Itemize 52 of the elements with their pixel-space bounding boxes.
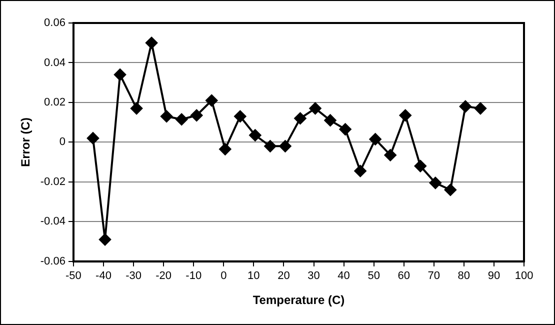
x-tick-label: 50 (368, 270, 380, 282)
y-tick-label: 0.06 (44, 17, 66, 30)
x-tick-label: 60 (398, 270, 410, 282)
y-tick-label: -0.04 (40, 216, 66, 228)
point (219, 143, 232, 156)
y-axis-title: Error (C) (18, 118, 33, 167)
point (114, 68, 126, 81)
point (354, 165, 366, 178)
point (474, 102, 486, 114)
x-tick-label: -40 (96, 270, 112, 282)
x-tick-label: 30 (308, 270, 320, 282)
point (324, 114, 336, 126)
point (146, 36, 158, 49)
x-tick-label: 80 (458, 270, 470, 282)
x-axis-title: Temperature (C) (252, 293, 345, 308)
y-tick-label: 0 (59, 136, 66, 148)
point (309, 102, 322, 114)
x-tick-label: -30 (126, 270, 142, 282)
point (369, 133, 382, 146)
point (429, 176, 442, 189)
x-tick-label: 100 (514, 270, 534, 282)
point (99, 234, 112, 246)
point (86, 132, 99, 144)
x-tick-label: 0 (220, 270, 227, 282)
point (190, 109, 203, 122)
point (176, 113, 188, 126)
point (264, 140, 276, 152)
y-tick-label: 0.04 (44, 56, 66, 69)
y-tick-label: -0.02 (40, 176, 66, 188)
x-tick-label: -50 (66, 270, 82, 282)
x-tick-label: 40 (338, 270, 350, 282)
point (399, 109, 412, 122)
x-tick-label: 10 (248, 270, 260, 282)
x-tick-label: -10 (186, 270, 202, 282)
point (160, 110, 173, 122)
point (444, 184, 456, 196)
x-tick-label: 20 (278, 270, 290, 282)
x-tick-label: 70 (428, 270, 440, 282)
point (294, 112, 306, 124)
point (206, 94, 218, 106)
point (339, 123, 352, 136)
point (279, 140, 292, 152)
y-tick-label: 0.02 (44, 96, 66, 108)
y-tick-label: -0.06 (40, 255, 66, 268)
point (459, 100, 472, 112)
point (234, 110, 246, 122)
x-tick-label: -20 (156, 270, 172, 282)
point (384, 149, 396, 162)
point (249, 129, 262, 142)
point (130, 102, 143, 114)
point (414, 160, 426, 172)
x-tick-label: 90 (488, 270, 500, 282)
